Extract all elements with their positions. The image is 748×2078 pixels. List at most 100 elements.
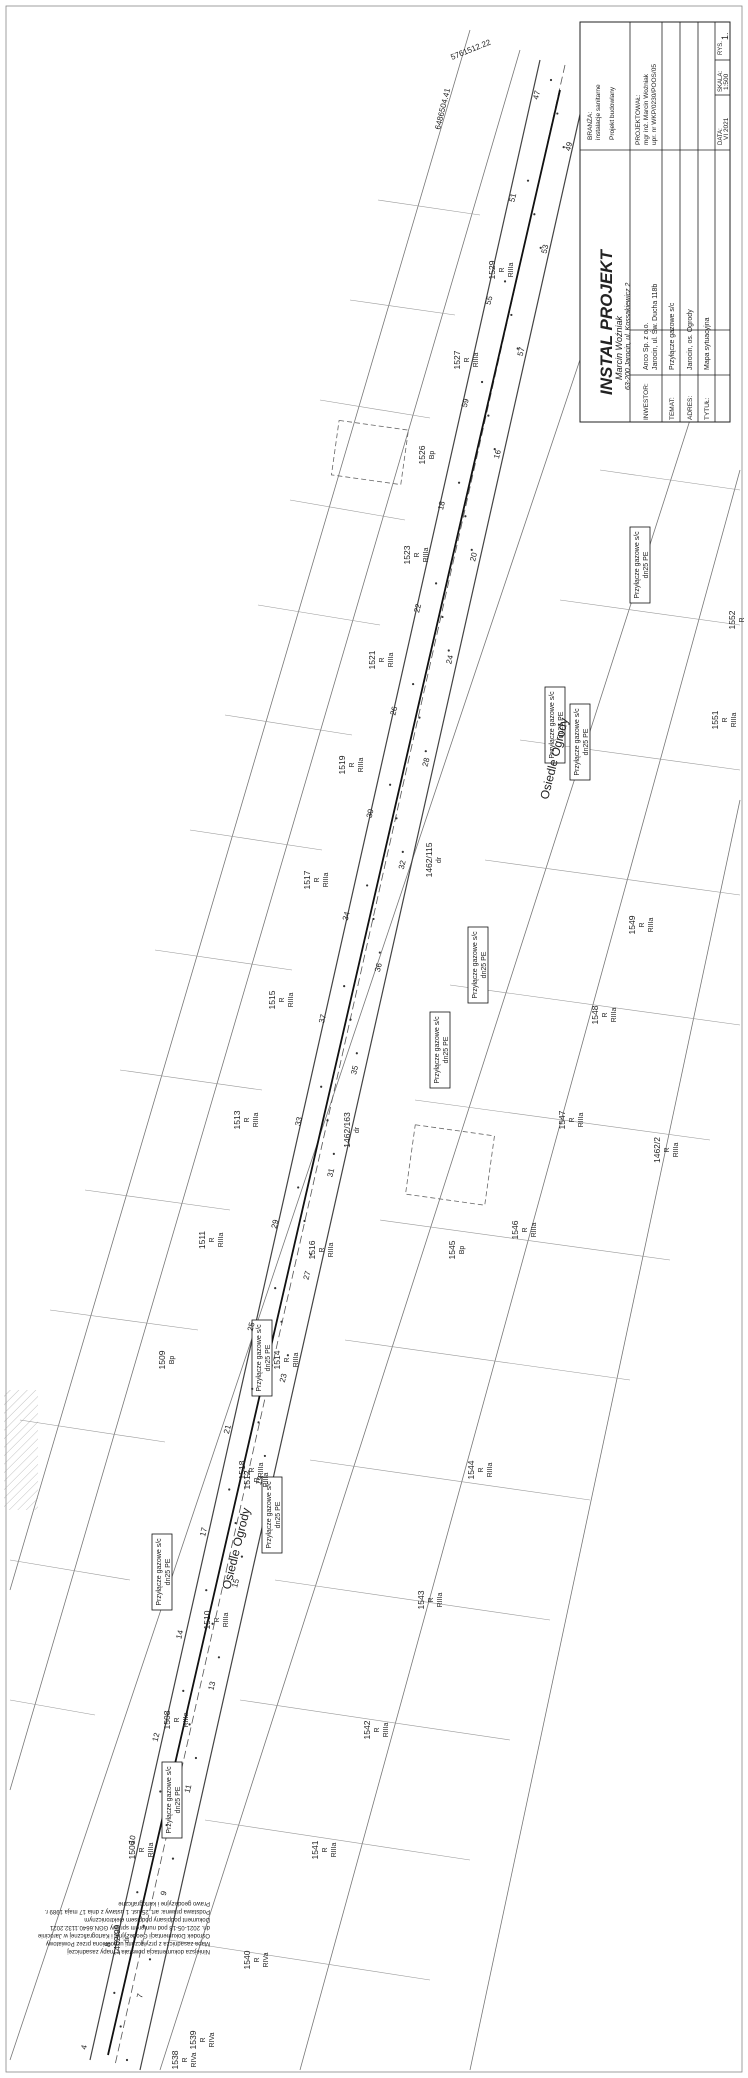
parcel-label: 1526 Bp [417,445,436,464]
elevation-dot [355,1052,358,1055]
parcel-class: Bp [459,1246,466,1255]
note-line: Ośrodek Dokumentacji Geodezyjnej i Karto… [37,1932,210,1938]
gas-label-line-2: dn25 PE [643,551,650,578]
parcel-class: R [322,1847,329,1852]
parcel-id: 1539 [188,2030,198,2049]
elevation-dot [148,1958,152,1961]
elevation-dot [533,213,536,216]
gas-label-line-2: dn25 PE [165,1558,172,1585]
parcel-id: 1517 [302,870,312,889]
parcel-class: dr [124,1936,131,1943]
elevation-dot [556,112,559,115]
elevation-dot [136,1891,139,1894]
parcel-class: RIVa [209,2032,216,2047]
parcel-id: 1548 [590,1005,600,1024]
elevation-dot [389,783,392,786]
parcel-label: 1511 R RIIIa [197,1231,225,1250]
house-number: 14 [174,1629,185,1640]
gas-label-line-1: Przyłącze gazowe s/c [574,708,581,776]
parcel-class: RIIIa [648,918,655,933]
scale-value: 1:500 [723,73,730,90]
parcel-label: 1529 R RIIIa [487,260,515,279]
parcel-class: RIIIa [323,873,330,888]
sheet-title-value: Mapa sytuacyjna [704,317,711,370]
parcel-class: R [664,1147,671,1152]
parcel-id: 1527 [452,350,462,369]
gas-label-line-1: Przyłącze gazowe s/c [156,1538,163,1606]
gas-label-line-2: dn25 PE [265,1344,272,1371]
parcel-class: RIIIa [473,353,480,368]
parcel-id: 1511 [197,1231,207,1250]
parcel-id: 1518 [237,1460,247,1479]
parcel-class: R [569,1117,576,1122]
topic-label: TEMAT: [669,397,676,420]
house-number: 27 [302,1269,313,1280]
road-name-label: Osiedle Ogrody [537,716,571,800]
house-number: 30 [365,808,376,819]
designer-label: PROJEKTOWAŁ: [635,94,642,145]
gas-label-line-2: dn25 PE [583,728,590,755]
parcel-label: 1540 R RIVa [242,1950,270,1969]
parcel-class: RIIIa [358,758,365,773]
parcel-class: RIIIa [258,1463,265,1478]
parcel-class: R [522,1227,529,1232]
parcel-class: RIIIa [578,1113,585,1128]
parcel-class: R [414,552,421,557]
elevation-dot [526,179,530,182]
elevation-dot [159,1790,162,1793]
parcel-id: 1515 [267,990,277,1009]
house-number: 13 [206,1680,217,1691]
elevation-dot [372,917,375,921]
corner-coordinates: 5761512.22 6486504.41 [433,37,492,130]
parcel-class: RIIIa [487,1463,494,1478]
parcel-id: 1540 [242,1950,252,1969]
stage-value: Projekt budowlany [609,86,616,140]
investor-value: Anco Sp. z o.o. [643,322,650,370]
house-number: 51 [507,192,518,203]
parcel-label: 1513 R RIIIa [232,1110,260,1129]
parcel-class: R [284,1357,291,1362]
elevation-dot [366,884,369,887]
parcel-class: R [244,1117,251,1122]
parcel-class: RIIIa [263,1473,270,1488]
elevation-dot [503,280,507,283]
parcel-label: 1519 R RIIIa [337,755,365,774]
drawing-value: 1. [720,32,730,40]
parcel-class: R [739,617,746,622]
parcel-class: R [254,1957,261,1962]
parcel-class: RIIIa [423,548,430,563]
elevation-dot [228,1488,231,1491]
parcel-class: RIIIa [611,1008,618,1023]
house-number: 53 [540,243,551,254]
parcel-id: 1529 [487,260,497,279]
company-name: INSTAL PROJEKT [597,249,616,395]
house-number: 29 [270,1218,281,1229]
designer-name: mgr inż. Marcin Woźniak [643,73,650,145]
parcel-label: 1512 R RIIIa [242,1470,270,1489]
address-value: Jarocin, os. Ogrody [687,309,694,370]
note-line: Prawo geodezyjne i kartograficzne [118,1900,210,1906]
svg-text:6486504.41: 6486504.41 [433,87,452,131]
parcel-id: 1523 [402,545,412,564]
parcel-class: R [200,2037,207,2042]
branch-value: instalacje sanitarne [595,84,602,140]
buildings [330,419,495,1206]
gas-label-line-1: Przyłącze gazowe s/c [166,1766,173,1834]
parcel-class: R [139,1847,146,1852]
title-block: INSTAL PROJEKT Marcin Woźniak 63-200 Jar… [579,21,731,423]
house-number: 20 [468,551,479,562]
parcel-class: R [478,1467,485,1472]
gas-label-line-2: dn25 PE [175,1786,182,1813]
elevation-dot [562,146,565,149]
parcel-label: 1548 R RIIIa [590,1005,618,1024]
gas-label-line-1: Przyłącze gazowe s/c [256,1324,263,1392]
elevation-dot [188,1723,191,1726]
note-line: Mapa zasadnicza z przyłączami uzgodniona… [46,1940,210,1946]
elevation-dot [257,1421,260,1424]
elevation-dot [263,1454,266,1458]
gas-label-line-1: Przyłącze gazowe s/c [266,1481,273,1549]
parcel-label: 1527 R RIIIa [452,350,480,369]
gas-main-line [107,89,561,2056]
parcel-id: 1546 [510,1220,520,1239]
parcel-label: 1552 R [727,610,746,629]
